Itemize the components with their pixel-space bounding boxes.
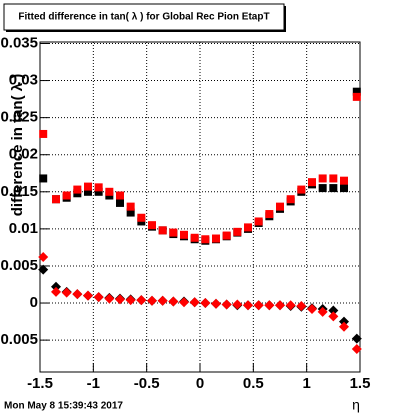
point (84, 182, 92, 191)
point (116, 191, 124, 200)
y-tick-label: 0.03 (9, 72, 38, 89)
point (126, 202, 135, 211)
x-tick-label: -1.5 (27, 375, 53, 392)
point (264, 300, 275, 311)
point (352, 92, 361, 101)
point (351, 333, 362, 344)
timestamp: Mon May 8 15:39:43 2017 (4, 401, 123, 412)
point (253, 300, 264, 311)
point (94, 187, 103, 196)
chart-title: Fitted difference in tan( λ ) for Global… (18, 12, 269, 23)
point (233, 227, 242, 236)
y-tick-label: 0.015 (0, 183, 38, 200)
point (147, 295, 157, 306)
point (158, 226, 167, 235)
point (265, 210, 274, 219)
point (38, 252, 49, 263)
point (104, 293, 115, 304)
point (136, 295, 147, 306)
x-tick-label: 0.5 (243, 375, 264, 392)
point (243, 300, 253, 311)
x-tick-label: 1 (302, 375, 310, 392)
y-tick-label: -0.005 (0, 331, 38, 348)
point (276, 202, 284, 211)
point (339, 316, 349, 327)
point (340, 184, 348, 193)
point (51, 281, 61, 292)
point (328, 305, 339, 316)
point (39, 129, 48, 138)
point (318, 174, 327, 183)
point (307, 303, 317, 314)
point (190, 233, 199, 242)
point (275, 300, 285, 311)
point (168, 296, 179, 307)
y-tick-label: 0.025 (0, 109, 38, 126)
y-tick-label: 0.02 (9, 146, 38, 163)
point (94, 183, 103, 192)
y-tick-label: 0.035 (0, 34, 38, 51)
point (73, 185, 82, 194)
point (51, 286, 61, 297)
point (211, 298, 221, 309)
point (221, 299, 232, 310)
point (93, 292, 104, 303)
x-tick-label: 1.5 (350, 375, 371, 392)
point (137, 213, 146, 222)
point (62, 191, 71, 200)
point (39, 174, 48, 183)
y-tick-label: 0 (30, 294, 38, 311)
x-axis-label: η (352, 397, 360, 413)
y-tick-label: 0.01 (9, 220, 38, 237)
y-axis-label: difference in tan( λ ) (9, 74, 26, 217)
point (200, 298, 211, 309)
point (328, 311, 339, 322)
point (308, 178, 316, 187)
point (352, 87, 361, 96)
point (61, 287, 72, 298)
point (52, 195, 60, 204)
point (84, 187, 92, 196)
point (38, 264, 49, 275)
point (296, 301, 307, 311)
title-box (3, 3, 285, 31)
point (169, 228, 178, 237)
point (285, 300, 296, 311)
point (105, 187, 114, 196)
point (329, 174, 338, 183)
point (72, 289, 83, 300)
point (115, 294, 125, 305)
title-shadow (284, 6, 286, 32)
x-tick-label: -0.5 (134, 375, 160, 392)
point (244, 223, 252, 232)
point (339, 321, 349, 332)
y-tick-label: 0.005 (0, 257, 38, 274)
point (232, 299, 243, 310)
point (116, 198, 124, 207)
x-tick-label: 0 (196, 375, 204, 392)
point (317, 306, 328, 317)
title-shadow (6, 30, 286, 32)
point (126, 208, 135, 217)
point (329, 184, 338, 193)
point (157, 295, 168, 306)
point (286, 195, 295, 204)
point (318, 184, 327, 193)
point (254, 217, 263, 226)
point (212, 234, 220, 243)
point (351, 344, 362, 355)
point (180, 230, 188, 239)
x-tick-label: -1 (87, 375, 100, 392)
point (201, 235, 210, 244)
point (148, 221, 156, 230)
point (222, 231, 231, 240)
point (125, 295, 136, 306)
point (83, 290, 93, 301)
point (179, 297, 189, 308)
point (297, 185, 306, 194)
point (340, 176, 348, 185)
point (189, 297, 200, 308)
